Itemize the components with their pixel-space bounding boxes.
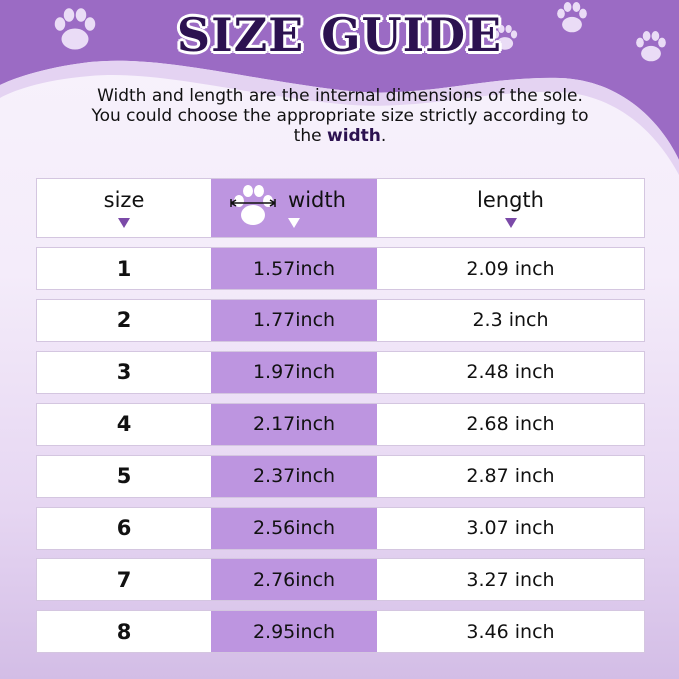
- length-cell: 2.09 inch: [466, 257, 555, 280]
- table-row: 6 2.56inch 3.07 inch: [36, 506, 645, 550]
- length-cell: 2.68 inch: [466, 413, 555, 436]
- size-cell: 3: [116, 360, 132, 385]
- header-size-label: size: [103, 188, 145, 212]
- table-row: 8 2.95inch 3.46 inch: [36, 610, 645, 654]
- description: Width and length are the internal dimens…: [90, 86, 590, 146]
- paw-width-icon: [230, 185, 276, 225]
- header-length-label: length: [477, 188, 544, 212]
- width-cell: 1.77inch: [211, 299, 377, 341]
- table-row: 4 2.17inch 2.68 inch: [36, 402, 645, 446]
- width-cell: 2.76inch: [211, 559, 377, 601]
- size-cell: 8: [116, 619, 132, 644]
- width-cell: 2.56inch: [211, 507, 377, 549]
- triangle-down-icon: [504, 218, 517, 228]
- page-title: SIZE GUIDE: [176, 8, 503, 62]
- table-row: 7 2.76inch 3.27 inch: [36, 558, 645, 602]
- header-width-label: width: [288, 188, 346, 212]
- header-length: length: [377, 179, 644, 237]
- table-row: 3 1.97inch 2.48 inch: [36, 350, 645, 394]
- triangle-down-icon: [288, 218, 300, 228]
- header-size: size: [37, 179, 211, 237]
- width-cell: 1.57inch: [211, 248, 377, 289]
- description-end: .: [380, 126, 387, 146]
- size-cell: 6: [116, 516, 132, 540]
- table-header-row: size width length: [36, 178, 645, 238]
- description-text: Width and length are the internal dimens…: [91, 86, 589, 146]
- length-cell: 3.46 inch: [466, 620, 555, 643]
- triangle-down-icon: [118, 218, 130, 228]
- size-cell: 7: [116, 567, 132, 592]
- description-bold: width: [326, 126, 381, 146]
- size-cell: 2: [116, 308, 132, 333]
- table-row: 2 1.77inch 2.3 inch: [36, 298, 645, 342]
- header-width: width: [211, 179, 377, 237]
- length-cell: 3.07 inch: [466, 517, 555, 539]
- length-cell: 2.3 inch: [472, 309, 549, 332]
- table-row: 1 1.57inch 2.09 inch: [36, 247, 645, 290]
- width-cell: 2.37inch: [211, 455, 377, 497]
- size-cell: 5: [116, 464, 132, 489]
- size-cell: 4: [116, 412, 132, 437]
- length-cell: 2.87 inch: [466, 465, 555, 488]
- width-cell: 1.97inch: [211, 351, 377, 393]
- size-cell: 1: [116, 256, 132, 281]
- width-cell: 2.95inch: [211, 611, 377, 653]
- length-cell: 2.48 inch: [466, 361, 555, 384]
- width-cell: 2.17inch: [211, 403, 377, 445]
- table-row: 5 2.37inch 2.87 inch: [36, 454, 645, 498]
- length-cell: 3.27 inch: [466, 568, 555, 591]
